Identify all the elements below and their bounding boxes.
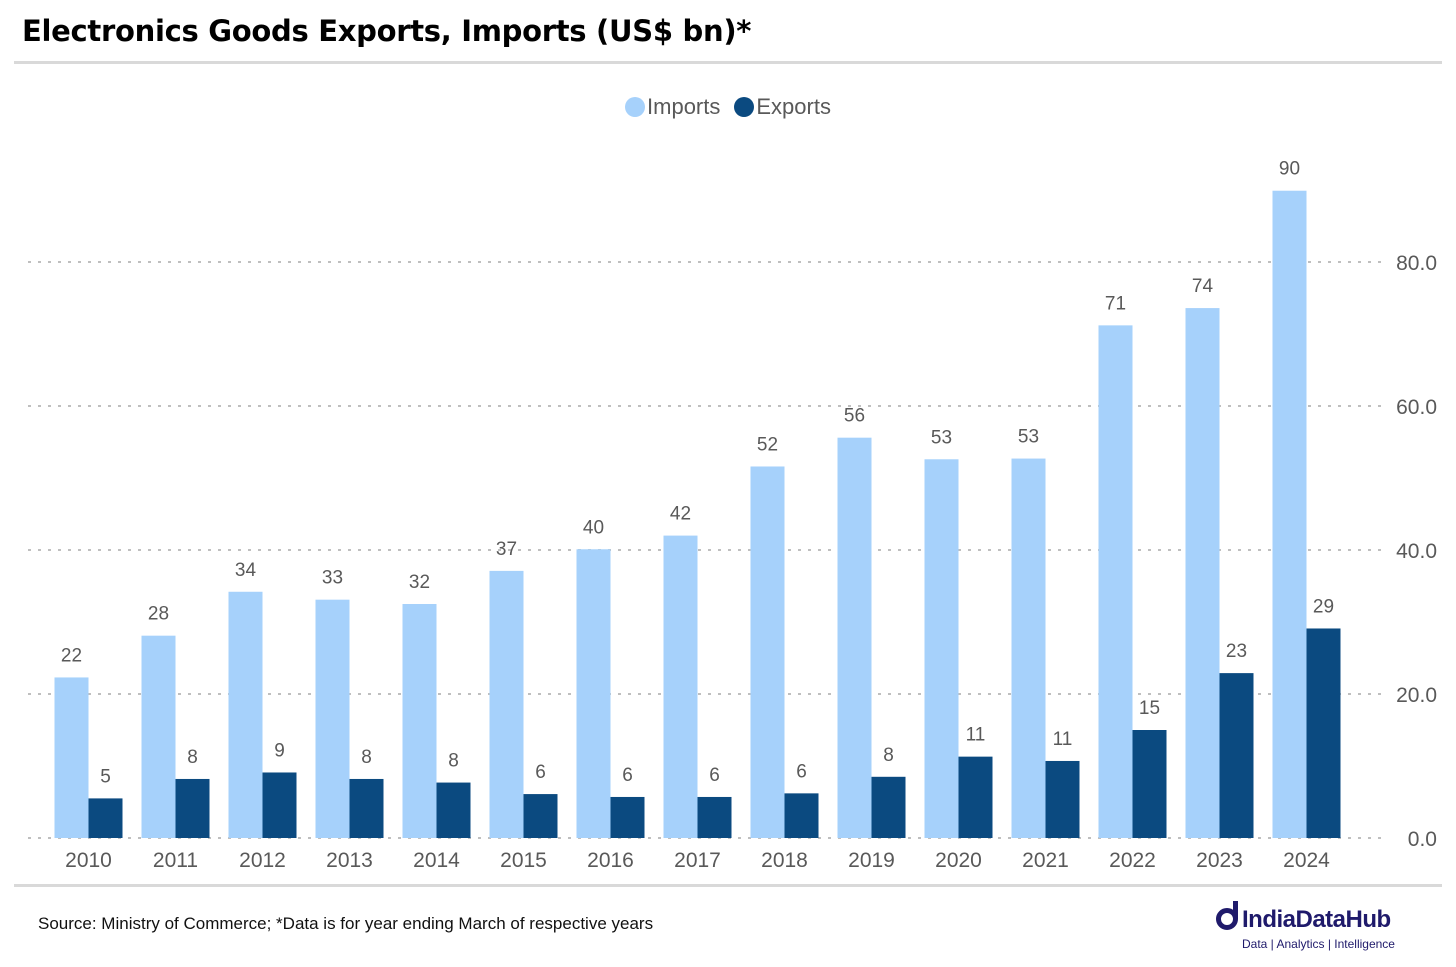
source-note: Source: Ministry of Commerce; *Data is f… [38, 914, 654, 933]
x-tick-label: 2014 [413, 849, 460, 872]
x-tick-label: 2024 [1283, 849, 1330, 872]
brand-tagline: Data | Analytics | Intelligence [1242, 937, 1395, 951]
data-label-imports: 34 [235, 560, 257, 581]
legend: Imports Exports [0, 94, 1456, 120]
data-label-exports: 5 [100, 766, 111, 787]
bar-imports [1272, 190, 1307, 839]
data-label-exports: 23 [1226, 641, 1247, 662]
bar-imports [576, 549, 611, 838]
data-label-exports: 8 [361, 747, 372, 768]
bar-exports [697, 796, 732, 838]
data-label-exports: 9 [274, 740, 285, 761]
bar-exports [262, 772, 297, 838]
y-tick-label: 80.0 [1396, 252, 1437, 275]
bar-exports [1045, 760, 1080, 838]
data-label-exports: 11 [966, 725, 986, 746]
data-label-imports: 28 [148, 604, 169, 625]
bar-exports [349, 778, 384, 838]
y-tick-label: 20.0 [1396, 684, 1437, 707]
data-label-exports: 11 [1053, 729, 1073, 750]
brand-logo: IndiaDataHub Data | Analytics | Intellig… [1210, 901, 1440, 956]
legend-label-imports: Imports [647, 94, 721, 119]
x-tick-label: 2015 [500, 849, 547, 872]
x-tick-label: 2022 [1109, 849, 1156, 872]
bar-imports [750, 466, 785, 838]
x-tick-label: 2012 [239, 849, 286, 872]
x-tick-label: 2011 [153, 849, 198, 872]
bar-imports [663, 535, 698, 838]
y-tick-label: 40.0 [1396, 540, 1437, 563]
bar-imports [1011, 458, 1046, 838]
x-tick-label: 2010 [65, 849, 112, 872]
data-label-imports: 52 [757, 434, 778, 455]
data-label-imports: 74 [1192, 276, 1214, 297]
title-divider [14, 61, 1442, 64]
data-label-imports: 22 [61, 645, 82, 666]
bar-imports [228, 591, 263, 838]
bar-exports [523, 794, 558, 838]
x-tick-label: 2021 [1022, 849, 1069, 872]
bar-imports [489, 570, 524, 838]
bar-exports [1219, 673, 1254, 838]
data-label-imports: 42 [670, 504, 691, 525]
x-tick-label: 2016 [587, 849, 634, 872]
x-tick-label: 2023 [1196, 849, 1243, 872]
bar-exports [88, 798, 123, 838]
brand-mark-icon [1216, 901, 1238, 930]
footer-divider [14, 884, 1442, 887]
bar-exports [784, 793, 819, 838]
x-tick-label: 2018 [761, 849, 808, 872]
data-label-imports: 37 [496, 539, 517, 560]
legend-item-exports: Exports [734, 94, 831, 120]
bar-exports [1132, 730, 1167, 838]
data-label-imports: 90 [1279, 159, 1300, 180]
data-label-exports: 6 [796, 761, 807, 782]
data-label-imports: 33 [322, 568, 343, 589]
data-label-exports: 8 [448, 751, 459, 772]
legend-item-imports: Imports [625, 94, 720, 120]
y-tick-label: 60.0 [1396, 396, 1437, 419]
data-label-imports: 53 [931, 427, 952, 448]
bar-exports [871, 776, 906, 838]
data-label-exports: 6 [622, 765, 633, 786]
data-label-imports: 32 [409, 572, 430, 593]
data-label-exports: 8 [187, 747, 198, 768]
data-label-exports: 6 [709, 765, 720, 786]
bar-exports [175, 778, 210, 838]
bar-exports [1306, 628, 1341, 838]
chart-title: Electronics Goods Exports, Imports (US$ … [22, 14, 752, 48]
x-tick-label: 2013 [326, 849, 373, 872]
bar-exports [958, 756, 993, 838]
bar-imports [1185, 308, 1220, 839]
legend-label-exports: Exports [756, 94, 831, 119]
data-label-exports: 8 [883, 745, 894, 766]
data-label-imports: 53 [1018, 427, 1039, 448]
x-tick-label: 2019 [848, 849, 895, 872]
bar-exports [436, 782, 471, 838]
brand-name: IndiaDataHub [1242, 906, 1391, 933]
y-tick-label: 0.0 [1408, 828, 1437, 851]
data-label-imports: 71 [1105, 293, 1126, 314]
bar-imports [315, 599, 350, 838]
data-label-exports: 6 [535, 762, 546, 783]
data-label-exports: 15 [1139, 698, 1160, 719]
data-label-exports: 29 [1313, 596, 1334, 617]
x-tick-label: 2020 [935, 849, 982, 872]
bar-imports [1098, 325, 1133, 838]
data-label-imports: 40 [583, 517, 604, 538]
bar-imports [837, 437, 872, 838]
legend-swatch-exports [734, 97, 755, 117]
bar-imports [402, 604, 437, 838]
legend-swatch-imports [625, 97, 646, 117]
data-label-imports: 56 [844, 406, 865, 427]
bar-imports [924, 459, 959, 838]
bar-imports [141, 635, 176, 838]
x-tick-label: 2017 [674, 849, 721, 872]
bar-exports [610, 796, 645, 838]
bar-imports [54, 677, 89, 838]
